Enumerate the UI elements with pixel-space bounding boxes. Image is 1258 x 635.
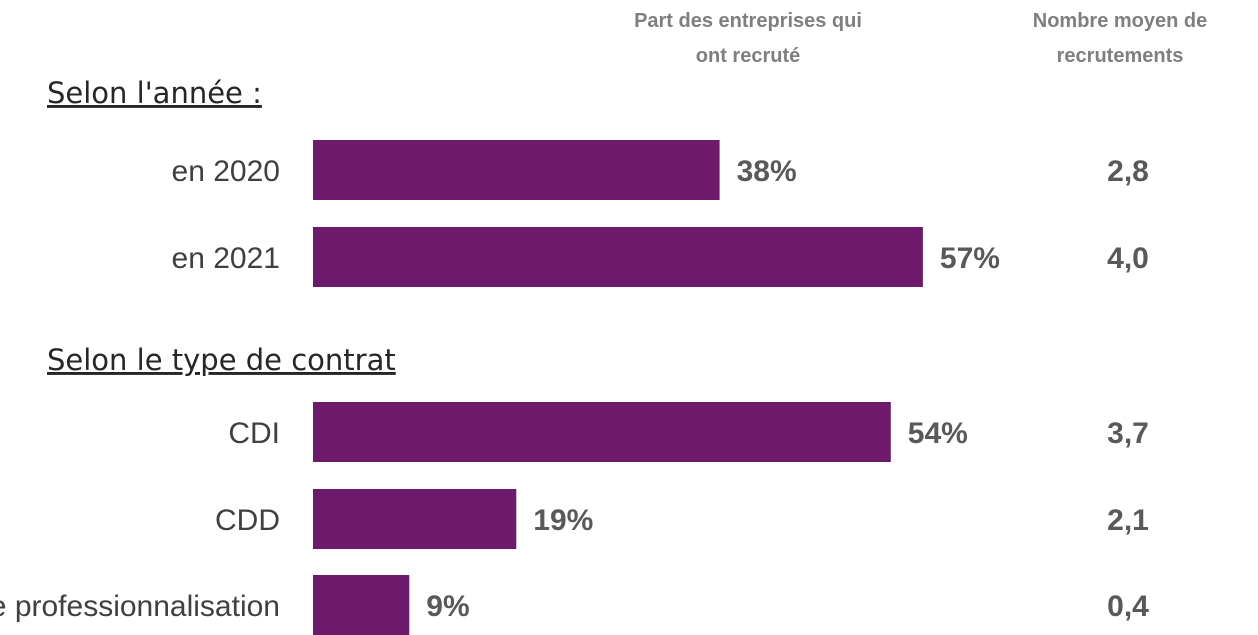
bar — [313, 489, 517, 549]
average-value-label: 3,7 — [1107, 417, 1149, 450]
share-header-line-1: Part des entreprises qui — [634, 10, 862, 32]
average-value-label: 2,1 — [1107, 504, 1149, 537]
section-title: Selon l'année : — [47, 76, 262, 110]
average-value-label: 2,8 — [1107, 155, 1149, 188]
bar-value-label: 19% — [533, 504, 593, 537]
bar-value-label: 38% — [737, 155, 797, 188]
category-label: en 2020 — [172, 155, 280, 188]
bar-value-label: 57% — [940, 242, 1000, 275]
bar — [313, 402, 891, 462]
section-title: Selon le type de contrat — [47, 343, 396, 377]
category-label: CDD — [215, 504, 280, 537]
category-label: CDI — [228, 417, 280, 450]
average-header-line-1: Nombre moyen de — [1033, 10, 1207, 32]
bar-value-label: 9% — [426, 590, 469, 623]
average-value-label: 4,0 — [1107, 242, 1149, 275]
category-label: en 2021 — [172, 242, 280, 275]
bar — [313, 575, 410, 635]
average-value-label: 0,4 — [1107, 590, 1149, 623]
bar — [313, 227, 923, 287]
bar-value-label: 54% — [908, 417, 968, 450]
chart-body: Selon l'année : en 2020 38% 2,8 en 2021 57% 4,… — [0, 76, 1149, 635]
category-label: Contrat de professionnalisation — [0, 590, 280, 623]
bar — [313, 140, 720, 200]
average-header-line-2: recrutements — [1057, 45, 1184, 67]
share-header-line-2: ont recruté — [696, 45, 800, 67]
